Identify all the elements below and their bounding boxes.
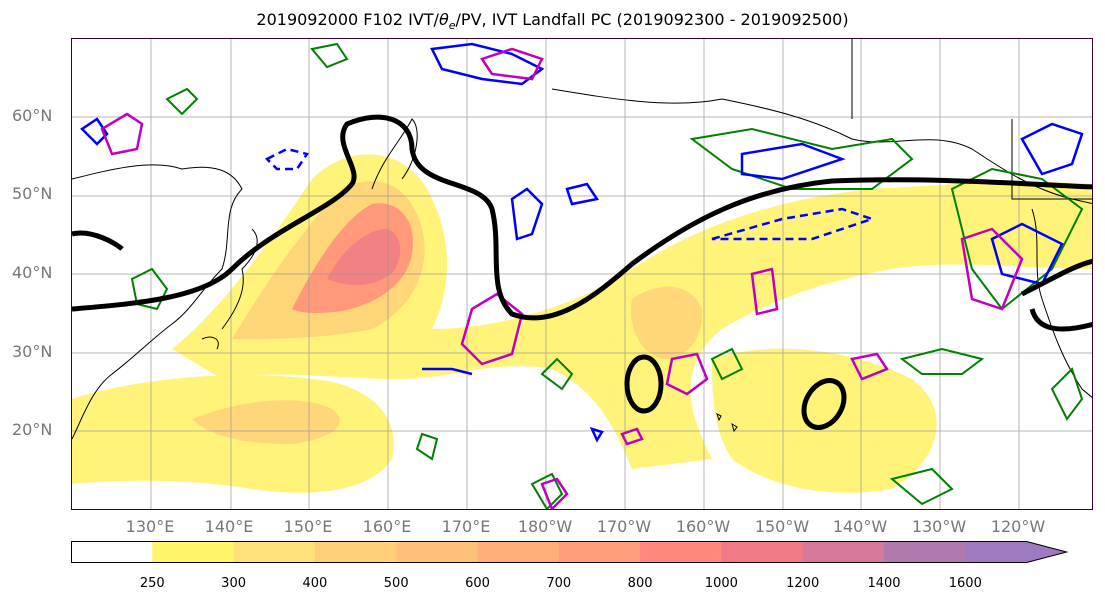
lat-label-60: 60°N	[12, 106, 53, 125]
landfall-pc-contour	[72, 114, 1092, 430]
lon-label-180w: 180°W	[517, 517, 573, 536]
colorbar-level-label: 500	[383, 576, 409, 591]
map-title: 2019092000 F102 IVT/θe/PV, IVT Landfall …	[256, 10, 849, 33]
colorbar-level-label: 250	[139, 576, 165, 591]
colorbar-level-label: 1400	[867, 576, 901, 591]
lat-label-50: 50°N	[12, 184, 53, 203]
colorbar-swatch	[396, 541, 478, 563]
ivt-core-1000	[327, 229, 401, 286]
lon-label-120w: 120°W	[990, 517, 1046, 536]
lon-label-130w: 130°W	[911, 517, 967, 536]
lon-label-170w: 170°W	[596, 517, 652, 536]
lon-label-150e: 150°E	[283, 517, 333, 536]
lon-label-160w: 160°W	[675, 517, 731, 536]
colorbar-swatch	[884, 541, 966, 563]
colorbar-swatch	[640, 541, 722, 563]
colorbar-level-label: 1600	[948, 576, 982, 591]
colorbar-level-label: 1200	[786, 576, 820, 591]
ivt-core-south	[192, 400, 340, 444]
colorbar-outline	[71, 541, 1069, 563]
ivt-colorbar	[71, 541, 1069, 563]
canada-border	[851, 39, 1092, 200]
colorbar-level-label: 700	[546, 576, 572, 591]
graticule	[72, 39, 1092, 509]
lon-label-140w: 140°W	[832, 517, 888, 536]
lat-label-40: 40°N	[12, 263, 53, 282]
map-panel[interactable]	[71, 38, 1093, 510]
pv-contours	[80, 42, 1084, 443]
colorbar-swatch	[477, 541, 560, 563]
colorbar-swatch	[152, 541, 235, 563]
pv-anomaly-contours	[100, 47, 1024, 509]
colorbar-level-label: 600	[465, 576, 490, 591]
colorbar-swatch	[721, 541, 804, 563]
coastlines	[72, 39, 1092, 440]
colorbar-level-label: 400	[302, 576, 328, 591]
colorbar-swatch	[314, 541, 397, 563]
alaska-coast	[551, 88, 1092, 205]
asia-coast	[72, 164, 243, 440]
lon-label-150w: 150°W	[754, 517, 810, 536]
ivt-fill-layer	[72, 154, 1092, 493]
colorbar-level-label: 1000	[704, 576, 738, 591]
lon-label-140e: 140°E	[204, 517, 254, 536]
colorbar-level-label: 300	[221, 576, 247, 591]
ivt-core-central	[631, 286, 703, 359]
hawaii	[716, 413, 738, 433]
lon-label-130e: 130°E	[125, 517, 175, 536]
map-canvas	[72, 39, 1092, 509]
lat-label-30: 30°N	[12, 342, 53, 361]
lon-label-170e: 170°E	[441, 517, 491, 536]
colorbar-swatch	[558, 541, 641, 563]
colorbar-level-label: 800	[627, 576, 653, 591]
ivt-band-east	[712, 348, 937, 493]
japan-coast	[201, 228, 258, 350]
colorbar-swatch	[802, 541, 885, 563]
colorbar-swatch	[233, 541, 316, 563]
lon-label-160e: 160°E	[362, 517, 412, 536]
colorbar-swatch	[71, 541, 153, 563]
lat-label-20: 20°N	[12, 420, 53, 439]
colorbar-extend-arrow	[965, 541, 1067, 563]
